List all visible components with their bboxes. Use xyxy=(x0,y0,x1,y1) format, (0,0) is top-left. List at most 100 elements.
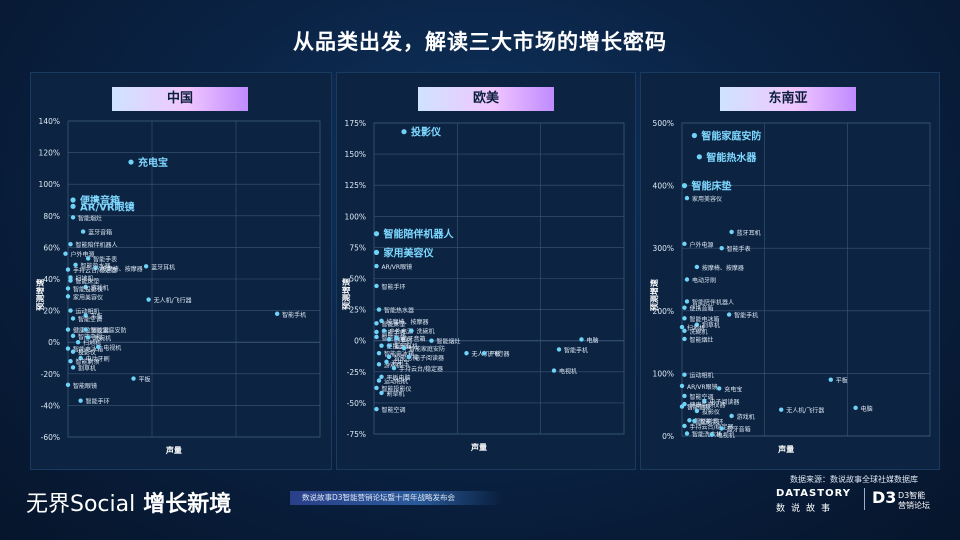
data-label: 平板电脑 xyxy=(387,374,411,382)
data-point xyxy=(63,251,68,256)
data-label: 蓝牙音箱 xyxy=(402,335,426,343)
data-point xyxy=(374,263,379,269)
data-label: 按摩椅、按摩器 xyxy=(101,265,143,273)
data-point xyxy=(381,328,387,333)
data-point xyxy=(374,321,379,326)
data-point xyxy=(65,294,71,299)
scatter-chart-china: 140% 120% 100% 80% 60% 40% 20% 0% -20% -40% -60% 声量… xyxy=(35,117,321,455)
data-label: 智能投影仪 xyxy=(73,285,103,293)
data-point xyxy=(70,203,76,209)
data-label: AR/VR眼镜 xyxy=(687,383,718,391)
y-tick-label: 150% xyxy=(345,150,366,159)
d3-logo-text: D3智能 营销论坛 xyxy=(898,491,930,511)
data-point xyxy=(682,336,687,342)
data-point xyxy=(68,275,73,280)
chart-title-euro-us: 欧美 xyxy=(418,87,554,111)
datastory-logo-en: DATASTORY xyxy=(776,488,851,499)
data-point xyxy=(684,431,690,436)
data-label: 便携音箱 xyxy=(689,305,713,313)
data-point xyxy=(853,405,858,411)
data-point xyxy=(719,246,724,251)
data-point xyxy=(85,256,91,261)
y-tick-label: 500% xyxy=(653,119,674,128)
data-point xyxy=(70,333,76,339)
data-label: 无人机/飞行器 xyxy=(154,297,192,305)
event-brand: 无界Social 增长新境 xyxy=(26,486,231,518)
data-point xyxy=(679,324,685,330)
y-tick-label: 0% xyxy=(662,432,674,441)
y-tick-label: 100% xyxy=(39,180,60,189)
data-point xyxy=(70,349,76,354)
data-label: 智能手机 xyxy=(734,312,758,320)
data-label: 智能空调 xyxy=(78,316,102,324)
y-tick-label: -60% xyxy=(41,433,60,442)
data-point xyxy=(70,215,76,220)
scatter-chart-sea: 500% 400% 300% 200% 100% 0% 声量 预测增速 智能家庭安防智能热水器智… xyxy=(649,119,931,454)
y-axis-label: 预测增速 xyxy=(341,278,351,310)
data-label: 便携音箱 xyxy=(80,194,120,207)
y-tick-label: 120% xyxy=(39,149,60,158)
data-point xyxy=(65,327,71,332)
data-label: 割草机 xyxy=(394,336,412,344)
data-label: 按摩椅、按摩器 xyxy=(702,264,744,272)
data-point xyxy=(73,262,78,267)
data-point xyxy=(679,404,685,409)
scatter-chart-euro-us: 175% 150% 125% 100% 75% 50% 25% 0% -25% -50% -75% 声… xyxy=(341,119,625,452)
data-point xyxy=(579,337,584,342)
data-label: 智能空调 xyxy=(382,406,406,414)
data-label: 智能洗衣机 xyxy=(692,430,722,438)
data-point xyxy=(709,432,714,437)
data-point xyxy=(429,338,434,343)
y-tick-label: 80% xyxy=(43,212,60,221)
data-point xyxy=(556,347,562,352)
data-label: 手持云台/稳定器 xyxy=(73,267,117,275)
data-label: 割草机 xyxy=(78,364,96,372)
data-label: 智能陪伴机器人 xyxy=(76,241,118,249)
data-label: 投影仪 xyxy=(411,126,442,139)
data-label: 充电宝 xyxy=(724,385,742,393)
y-tick-label: -40% xyxy=(41,401,60,410)
data-point xyxy=(379,374,384,379)
data-label: 户外电源 xyxy=(70,251,94,259)
data-label: 蓝牙耳机 xyxy=(151,263,175,271)
data-point xyxy=(93,265,98,271)
data-label: 智能床垫 xyxy=(691,180,731,193)
data-point xyxy=(684,299,690,304)
page-title: 从品类出发，解读三大市场的增长密码 xyxy=(293,30,667,54)
data-point xyxy=(481,350,487,356)
panel-sea xyxy=(640,72,940,470)
data-point xyxy=(70,316,76,321)
data-label: 游戏机 xyxy=(91,284,109,292)
data-label: 扫地机 xyxy=(83,339,101,347)
data-point xyxy=(719,426,724,431)
data-label: 按摩椅、按摩器 xyxy=(387,318,429,326)
data-point xyxy=(68,242,73,247)
data-point xyxy=(131,376,136,381)
data-label: 智能家庭安防 xyxy=(91,327,127,335)
data-point xyxy=(401,345,407,351)
data-point xyxy=(386,337,392,342)
data-point xyxy=(373,231,380,237)
data-point xyxy=(694,408,700,414)
data-label: 家用美容仪 xyxy=(384,246,435,259)
data-label: 智能手表 xyxy=(727,245,751,253)
data-label: 电动牙刷 xyxy=(692,277,716,285)
data-label: 智能手表 xyxy=(93,255,117,263)
data-label: 智能家庭安防 xyxy=(409,345,445,353)
data-label: 运动相机 xyxy=(76,308,100,316)
data-point xyxy=(679,383,685,389)
data-label: 手持云台/稳定器 xyxy=(399,365,443,373)
data-point xyxy=(696,154,702,160)
data-label: 蓝牙耳机 xyxy=(394,343,418,351)
data-point xyxy=(65,267,71,272)
datastory-logo-cn: 数说故事 xyxy=(776,504,837,514)
panel-china xyxy=(30,72,332,470)
data-label: 投影仪 xyxy=(702,408,720,416)
data-label: 投影仪 xyxy=(78,349,96,357)
y-tick-label: 100% xyxy=(653,369,674,378)
data-label: 智能烟灶 xyxy=(437,338,461,346)
data-label: 运动相机 xyxy=(689,372,713,380)
x-axis-label: 声量 xyxy=(470,442,487,452)
data-label: 电脑 xyxy=(587,336,599,344)
data-point xyxy=(779,407,784,412)
